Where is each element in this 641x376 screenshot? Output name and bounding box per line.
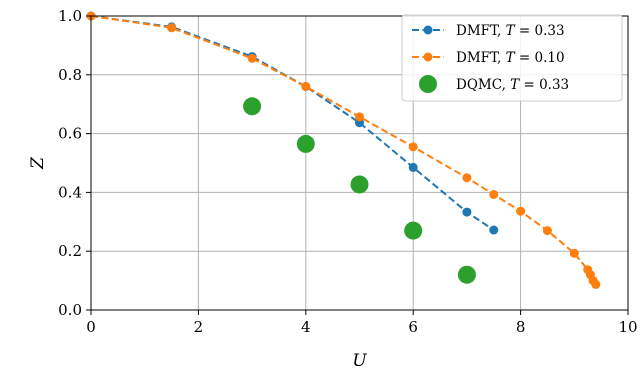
legend-marker [419,75,437,93]
data-point [167,23,177,33]
data-point [489,189,499,199]
y-tick-label: 0.2 [58,242,82,260]
series-3 [243,97,476,284]
y-tick-label: 0.6 [58,125,82,143]
x-tick-label: 6 [408,318,418,336]
legend-label: DMFT, T = 0.10 [456,50,565,66]
data-point [408,162,418,172]
data-point [462,173,472,183]
legend-marker [423,25,433,35]
legend: DMFT, T = 0.33 DMFT, T = 0.10 DQMC, T = 0.… [401,14,623,102]
tick-labels: 0 2 4 6 8 10 0.0 0.2 0.4 0.6 0.8 1.0 [58,7,637,336]
data-point [457,265,476,284]
data-point [355,112,364,122]
ticks [86,15,629,315]
x-tick-label: 8 [516,318,526,336]
legend-entry: DMFT, T = 0.33 [412,23,565,39]
legend-label: DQMC, T = 0.33 [456,77,569,93]
data-point [404,221,423,240]
y-tick-label: 0.8 [58,66,82,84]
data-point [301,82,311,92]
data-point [462,207,472,217]
data-point [542,226,552,236]
data-point [296,134,315,153]
x-tick-label: 2 [194,318,204,336]
series-2 [86,11,601,289]
x-tick-label: 4 [301,318,311,336]
legend-label: DMFT, T = 0.33 [456,23,565,39]
data-point [350,175,369,194]
data-point [591,279,601,289]
data-point [408,142,418,152]
plot-frame [90,15,629,311]
legend-entry: DQMC, T = 0.33 [419,75,569,93]
series-layer [86,11,601,289]
data-point [569,248,579,258]
y-tick-label: 1.0 [58,7,82,25]
data-point [247,53,257,63]
legend-entry: DMFT, T = 0.10 [412,50,565,66]
y-tick-label: 0.4 [58,183,82,201]
x-tick-label: 10 [618,318,637,336]
legend-box [401,14,623,102]
legend-marker [423,52,433,62]
y-axis-label: Z [28,156,48,170]
x-axis-label: U [352,351,367,371]
data-point [489,225,499,235]
data-point [243,97,262,116]
data-point [516,206,526,216]
y-tick-label: 0.0 [58,301,82,319]
x-tick-label: 0 [86,318,96,336]
